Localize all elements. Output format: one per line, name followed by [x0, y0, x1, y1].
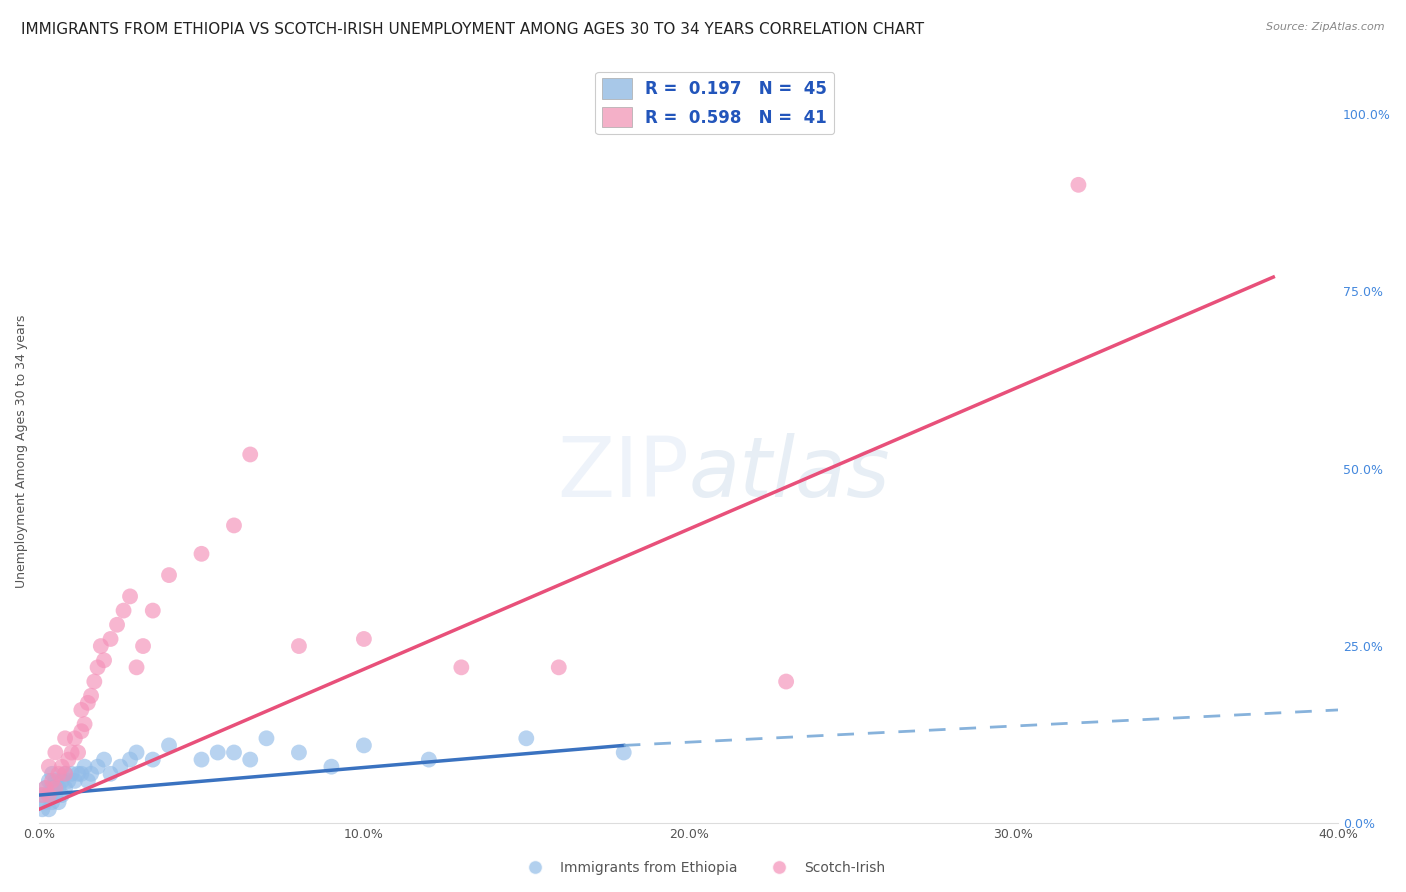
Point	[105, 617, 128, 632]
Text: IMMIGRANTS FROM ETHIOPIA VS SCOTCH-IRISH UNEMPLOYMENT AMONG AGES 30 TO 34 YEARS : IMMIGRANTS FROM ETHIOPIA VS SCOTCH-IRISH…	[21, 22, 924, 37]
Point	[775, 674, 797, 689]
Point	[73, 717, 96, 731]
Point	[34, 780, 56, 795]
Point	[142, 753, 165, 767]
Point	[288, 746, 311, 760]
Point	[222, 746, 245, 760]
Point	[93, 753, 115, 767]
Point	[41, 780, 63, 795]
Point	[31, 802, 53, 816]
Point	[515, 731, 537, 746]
Point	[31, 788, 53, 802]
Point	[239, 753, 262, 767]
Point	[112, 604, 135, 618]
Point	[76, 696, 98, 710]
Text: Source: ZipAtlas.com: Source: ZipAtlas.com	[1267, 22, 1385, 32]
Point	[48, 766, 70, 780]
Point	[157, 568, 180, 582]
Text: atlas: atlas	[689, 433, 890, 514]
Point	[1067, 178, 1090, 192]
Legend: Immigrants from Ethiopia, Scotch-Irish: Immigrants from Ethiopia, Scotch-Irish	[516, 855, 890, 880]
Point	[48, 795, 70, 809]
Point	[38, 760, 60, 774]
Point	[256, 731, 278, 746]
Point	[142, 604, 165, 618]
Point	[100, 632, 122, 646]
Point	[86, 660, 108, 674]
Point	[38, 788, 60, 802]
Point	[418, 753, 440, 767]
Point	[125, 660, 148, 674]
Point	[547, 660, 569, 674]
Point	[38, 788, 60, 802]
Point	[44, 780, 66, 795]
Point	[51, 773, 73, 788]
Point	[190, 753, 212, 767]
Point	[53, 766, 76, 780]
Point	[90, 639, 112, 653]
Point	[110, 760, 132, 774]
Point	[93, 653, 115, 667]
Point	[44, 773, 66, 788]
Point	[67, 746, 90, 760]
Point	[118, 753, 141, 767]
Point	[60, 766, 83, 780]
Point	[76, 773, 98, 788]
Point	[51, 760, 73, 774]
Point	[53, 731, 76, 746]
Point	[70, 766, 93, 780]
Point	[70, 703, 93, 717]
Point	[450, 660, 472, 674]
Point	[38, 773, 60, 788]
Point	[239, 447, 262, 461]
Point	[67, 766, 90, 780]
Y-axis label: Unemployment Among Ages 30 to 34 years: Unemployment Among Ages 30 to 34 years	[15, 314, 28, 588]
Text: ZIP: ZIP	[557, 433, 689, 514]
Point	[44, 746, 66, 760]
Point	[63, 773, 86, 788]
Point	[58, 773, 80, 788]
Point	[58, 753, 80, 767]
Point	[86, 760, 108, 774]
Point	[80, 766, 103, 780]
Point	[157, 739, 180, 753]
Point	[31, 788, 53, 802]
Legend: R =  0.197   N =  45, R =  0.598   N =  41: R = 0.197 N = 45, R = 0.598 N = 41	[595, 72, 834, 134]
Point	[321, 760, 343, 774]
Point	[118, 590, 141, 604]
Point	[34, 795, 56, 809]
Point	[41, 795, 63, 809]
Point	[100, 766, 122, 780]
Point	[34, 780, 56, 795]
Point	[53, 780, 76, 795]
Point	[73, 760, 96, 774]
Point	[44, 788, 66, 802]
Point	[60, 746, 83, 760]
Point	[41, 766, 63, 780]
Point	[70, 724, 93, 739]
Point	[190, 547, 212, 561]
Point	[207, 746, 229, 760]
Point	[41, 773, 63, 788]
Point	[353, 739, 375, 753]
Point	[80, 689, 103, 703]
Point	[53, 766, 76, 780]
Point	[83, 674, 105, 689]
Point	[48, 780, 70, 795]
Point	[125, 746, 148, 760]
Point	[353, 632, 375, 646]
Point	[38, 802, 60, 816]
Point	[613, 746, 636, 760]
Point	[51, 788, 73, 802]
Point	[63, 731, 86, 746]
Point	[132, 639, 155, 653]
Point	[288, 639, 311, 653]
Point	[222, 518, 245, 533]
